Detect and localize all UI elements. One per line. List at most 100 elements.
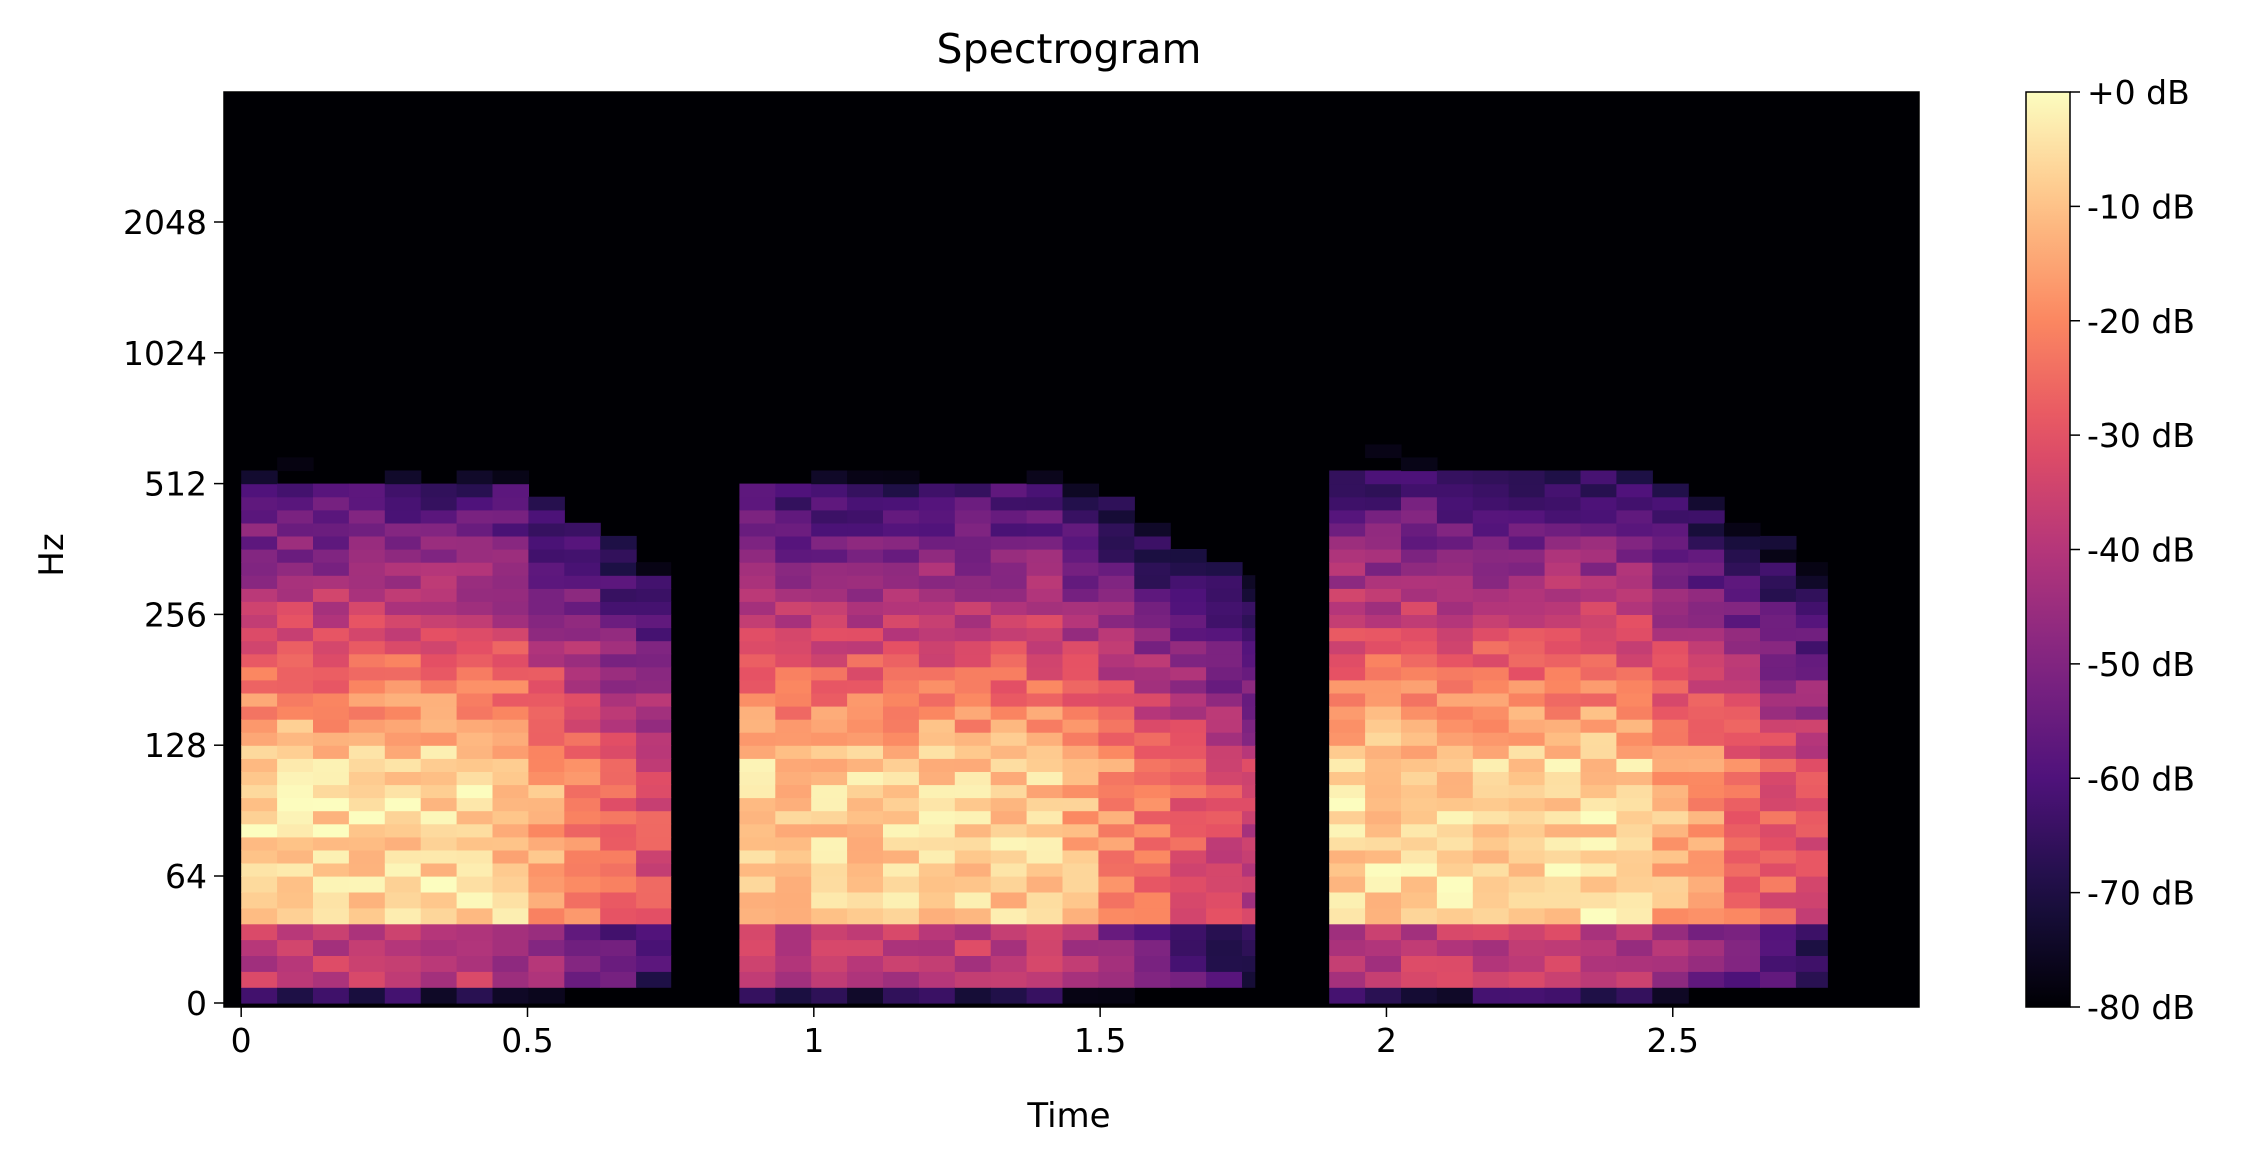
spectrogram-cell — [1062, 876, 1099, 893]
spectrogram-cell — [1401, 575, 1438, 589]
spectrogram-cell — [1206, 939, 1243, 956]
spectrogram-cell — [492, 627, 529, 642]
spectrogram-cell — [1652, 907, 1689, 925]
spectrogram-cell — [1760, 876, 1797, 893]
spectrogram-cell — [456, 575, 494, 589]
spectrogram-cell — [1242, 849, 1256, 864]
spectrogram-cell — [990, 987, 1028, 1004]
spectrogram-cell — [1401, 614, 1438, 629]
spectrogram-cell — [1652, 758, 1689, 772]
spectrogram-cell — [636, 640, 672, 655]
spectrogram-cell — [1544, 679, 1582, 694]
spectrogram-cell — [1026, 535, 1064, 550]
spectrogram-cell — [528, 891, 565, 909]
spectrogram-cell — [1436, 627, 1474, 642]
spectrogram-cell — [847, 470, 884, 485]
spectrogram-cell — [1544, 939, 1582, 956]
spectrogram-cell — [636, 797, 672, 812]
spectrogram-cell — [1580, 971, 1617, 988]
spectrogram-cell — [1062, 666, 1099, 681]
spectrogram-cell — [739, 810, 776, 825]
spectrogram-cell — [1206, 732, 1243, 746]
spectrogram-cell — [313, 862, 350, 877]
spectrogram-cell — [313, 601, 350, 615]
spectrogram-cell — [1688, 653, 1725, 668]
spectrogram-cell — [1544, 758, 1582, 772]
spectrogram-cell — [277, 535, 314, 550]
spectrogram-cell — [1062, 745, 1099, 759]
spectrogram-cell — [918, 627, 956, 642]
spectrogram-cell — [1365, 470, 1402, 485]
spectrogram-cell — [954, 692, 992, 707]
spectrogram-cell — [847, 653, 884, 668]
spectrogram-cell — [1795, 797, 1828, 812]
spectrogram-cell — [1329, 971, 1366, 988]
spectrogram-cell — [564, 719, 601, 733]
spectrogram-cell — [456, 601, 494, 615]
spectrogram-cell — [1098, 692, 1135, 707]
spectrogram-cell — [1472, 562, 1510, 576]
spectrogram-cell — [1688, 797, 1725, 812]
spectrogram-cell — [313, 483, 350, 498]
spectrogram-cell — [1026, 549, 1064, 563]
spectrogram-cell — [564, 955, 601, 972]
spectrogram-cell — [492, 810, 529, 825]
spectrogram-cell — [348, 797, 386, 812]
spectrogram-cell — [1544, 849, 1582, 864]
spectrogram-cell — [1580, 771, 1617, 786]
spectrogram-cell — [1098, 666, 1135, 681]
spectrogram-cell — [1652, 535, 1689, 550]
spectrogram-cell — [384, 535, 422, 550]
spectrogram-cell — [348, 810, 386, 825]
spectrogram-cell — [1508, 601, 1546, 615]
spectrogram-cell — [1436, 692, 1474, 707]
spectrogram-cell — [1616, 862, 1653, 877]
spectrogram-cell — [811, 470, 848, 485]
spectrogram-cell — [775, 653, 812, 668]
spectrogram-cell — [775, 797, 812, 812]
spectrogram-cell — [1206, 614, 1243, 629]
spectrogram-cell — [1544, 549, 1582, 563]
spectrogram-cell — [1098, 706, 1135, 720]
spectrogram-cell — [384, 640, 422, 655]
spectrogram-cell — [1401, 955, 1438, 972]
spectrogram-cell — [775, 923, 812, 941]
spectrogram-cell — [954, 549, 992, 563]
spectrogram-cell — [313, 771, 350, 786]
spectrogram-cell — [1242, 784, 1256, 799]
spectrogram-cell — [1329, 588, 1366, 602]
spectrogram-cell — [1795, 836, 1828, 851]
spectrogram-cell — [384, 496, 422, 511]
spectrogram-cell — [883, 836, 920, 851]
spectrogram-cell — [348, 588, 386, 602]
spectrogram-cell — [811, 549, 848, 563]
y-tick-label: 64 — [165, 857, 207, 896]
spectrogram-cell — [1580, 653, 1617, 668]
spectrogram-cell — [1652, 614, 1689, 629]
spectrogram-cell — [492, 692, 529, 707]
spectrogram-cell — [564, 939, 601, 956]
spectrogram-cell — [1616, 923, 1653, 941]
spectrogram-cell — [313, 849, 350, 864]
spectrogram-cell — [1170, 601, 1207, 615]
spectrogram-cell — [1688, 522, 1725, 537]
spectrogram-cell — [1508, 535, 1546, 550]
spectrogram-cell — [883, 679, 920, 694]
spectrogram-cell — [1795, 719, 1828, 733]
spectrogram-cell — [990, 562, 1028, 576]
spectrogram-cell — [1436, 496, 1474, 511]
spectrogram-cell — [918, 745, 956, 759]
spectrogram-cell — [883, 601, 920, 615]
spectrogram-cell — [277, 849, 314, 864]
spectrogram-cell — [492, 496, 529, 511]
spectrogram-cell — [1329, 535, 1366, 550]
spectrogram-cell — [564, 971, 601, 988]
spectrogram-cell — [420, 719, 458, 733]
spectrogram-cell — [313, 719, 350, 733]
spectrogram-cell — [1724, 601, 1761, 615]
spectrogram-cell — [1544, 862, 1582, 877]
spectrogram-cell — [1795, 923, 1828, 941]
spectrogram-cell — [918, 955, 956, 972]
spectrogram-cell — [954, 666, 992, 681]
spectrogram-cell — [883, 627, 920, 642]
